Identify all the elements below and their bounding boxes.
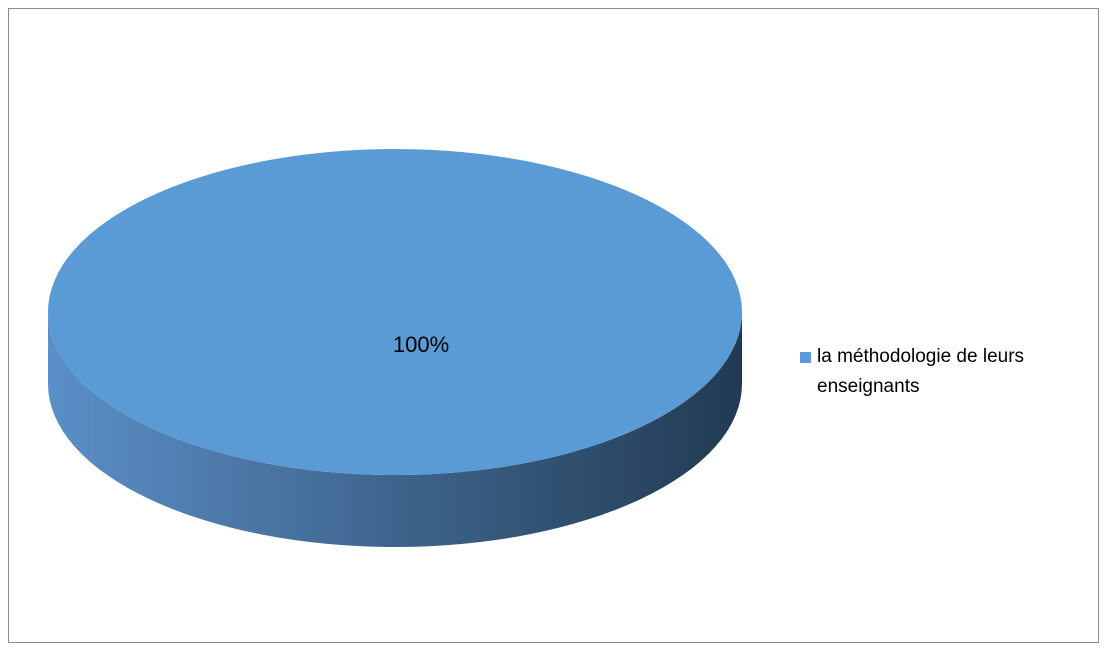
pie-slice-side — [48, 312, 742, 547]
pie-chart: 100% — [48, 149, 742, 547]
pie-slice — [48, 149, 742, 475]
chart-area: 100% la méthodologie de leurs enseignant… — [8, 8, 1099, 643]
legend-label: la méthodologie de leurs enseignants — [817, 346, 1025, 397]
data-label: 100% — [393, 332, 449, 357]
legend: la méthodologie de leurs enseignants — [797, 342, 1097, 402]
legend-swatch — [800, 352, 811, 363]
